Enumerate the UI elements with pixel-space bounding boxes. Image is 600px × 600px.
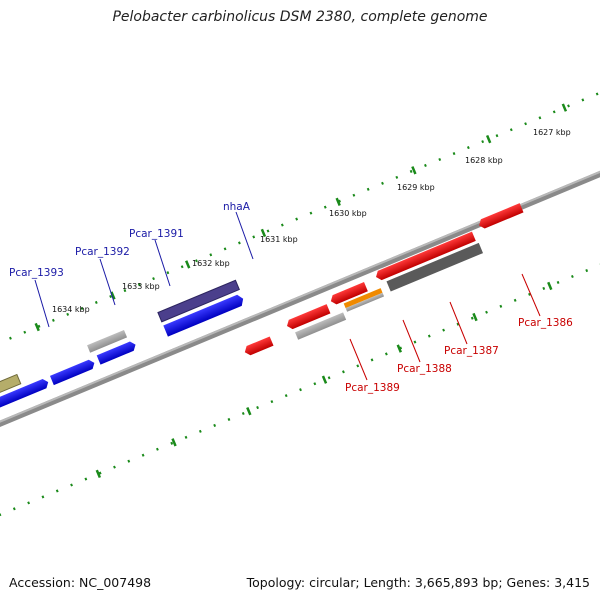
- feature-dark-1386[interactable]: [386, 242, 484, 292]
- gene-label-pcar-1387[interactable]: Pcar_1387: [444, 345, 499, 357]
- cds-pcar-1387[interactable]: [329, 282, 368, 306]
- tick-label: 1628 kbp: [465, 156, 503, 165]
- gene-label-pcar-1386[interactable]: Pcar_1386: [518, 317, 573, 329]
- feature-nhaa[interactable]: [157, 279, 240, 323]
- map-title: Pelobacter carbinolicus DSM 2380, comple…: [112, 9, 488, 25]
- tick-label: 1631 kbp: [260, 235, 298, 244]
- tick-label: 1627 kbp: [533, 128, 571, 137]
- genome-backbone: [0, 104, 600, 494]
- cds-pcar-1388[interactable]: [285, 304, 331, 331]
- cds-pcar-1393[interactable]: [0, 377, 50, 424]
- feature-gray-1391[interactable]: [87, 329, 128, 353]
- cds-pcar-1391[interactable]: [96, 340, 138, 365]
- gene-label-pcar-1388[interactable]: Pcar_1388: [397, 363, 452, 375]
- gene-label-pcar-1393[interactable]: Pcar_1393: [9, 267, 64, 279]
- tick-label: 1634 kbp: [52, 305, 90, 314]
- tick-label: 1629 kbp: [397, 183, 435, 192]
- feature-gray-1388[interactable]: [295, 312, 347, 340]
- feature-orange-1387[interactable]: [343, 288, 383, 309]
- cds-pcar-1392[interactable]: [49, 358, 96, 386]
- gene-label-nhaa[interactable]: nhaA: [223, 201, 251, 213]
- cds-next[interactable]: [477, 203, 524, 230]
- forward-features: [0, 279, 245, 424]
- tick-label: 1632 kbp: [192, 259, 230, 268]
- cds-nhaa[interactable]: [163, 293, 245, 337]
- inner-ruler: [0, 183, 600, 570]
- cds-pcar-1389[interactable]: [243, 336, 274, 356]
- cds-pcar-1386[interactable]: [374, 231, 476, 282]
- accession-label: Accession: NC_007498: [9, 575, 152, 590]
- feature-olive[interactable]: [0, 373, 22, 412]
- tick-label: 1633 kbp: [122, 282, 160, 291]
- gene-label-pcar-1392[interactable]: Pcar_1392: [75, 246, 130, 258]
- gene-label-pcar-1391[interactable]: Pcar_1391: [129, 228, 184, 240]
- genome-summary: Topology: circular; Length: 3,665,893 bp…: [246, 575, 590, 590]
- reverse-features: [243, 203, 524, 356]
- tick-label: 1630 kbp: [329, 209, 367, 218]
- gene-label-pcar-1389[interactable]: Pcar_1389: [345, 382, 400, 394]
